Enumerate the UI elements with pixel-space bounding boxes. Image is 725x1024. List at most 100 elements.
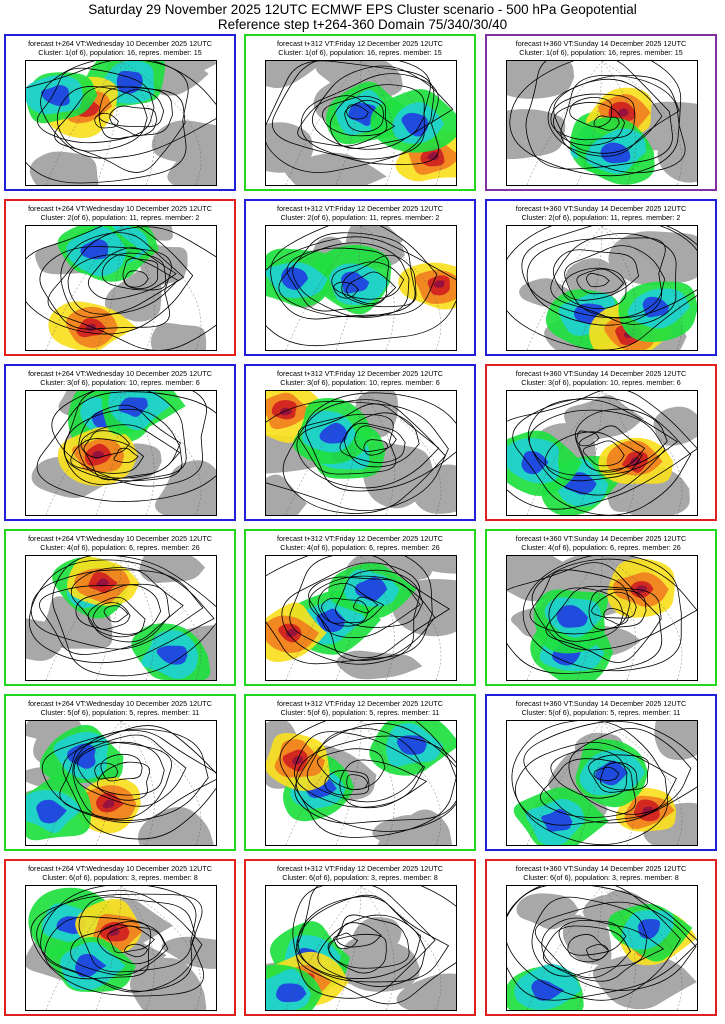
land-mass <box>396 973 456 1010</box>
geopotential-map <box>506 555 698 681</box>
cluster-panel: forecast t+360 VT:Sunday 14 December 202… <box>485 364 717 521</box>
geopotential-contour <box>94 762 119 780</box>
graticule-line <box>576 391 603 515</box>
geopotential-contour <box>266 400 449 511</box>
graticule-line <box>335 391 362 515</box>
geopotential-contour <box>591 591 637 619</box>
geopotential-contour <box>507 562 663 674</box>
geopotential-contour <box>26 226 194 335</box>
geopotential-contour <box>363 439 389 456</box>
geopotential-contour <box>578 425 646 473</box>
positive-anomaly <box>102 799 115 809</box>
cluster-panel: forecast t+360 VT:Sunday 14 December 202… <box>485 529 717 686</box>
land-mass <box>335 951 420 986</box>
page-subtitle: Reference step t+264-360 Domain 75/340/3… <box>217 17 508 32</box>
geopotential-contour <box>266 236 456 347</box>
graticule-line <box>576 721 603 845</box>
land-mass <box>26 618 70 661</box>
geopotential-contour <box>286 247 389 312</box>
geopotential-contour <box>54 85 186 173</box>
geopotential-contour <box>40 886 197 992</box>
geopotential-contour <box>70 567 184 643</box>
geopotential-contour <box>550 233 677 325</box>
geopotential-contour <box>333 932 359 950</box>
geopotential-contour <box>576 268 625 295</box>
geopotential-contour <box>83 430 131 458</box>
geopotential-contour <box>308 576 421 639</box>
geopotential-contour <box>522 556 682 672</box>
map-canvas <box>26 226 216 350</box>
geopotential-contour <box>92 602 131 630</box>
geopotential-contour <box>515 741 677 826</box>
geopotential-map <box>506 885 698 1011</box>
geopotential-contour <box>266 61 435 173</box>
cluster-panel: forecast t+312 VT:Friday 12 December 202… <box>244 364 476 521</box>
geopotential-contour <box>321 597 369 624</box>
map-canvas <box>266 721 456 845</box>
geopotential-contour <box>308 575 436 661</box>
geopotential-contour <box>548 587 624 642</box>
geopotential-contour <box>294 723 456 824</box>
graticule-line <box>95 556 122 680</box>
negative-anomaly <box>156 645 188 665</box>
graticule-line <box>601 61 683 185</box>
graticule-line <box>335 886 362 1010</box>
geopotential-contour <box>295 886 456 1005</box>
graticule-line <box>601 391 683 515</box>
geopotential-contour <box>550 748 628 799</box>
land-mass <box>336 650 423 680</box>
geopotential-map <box>25 720 217 846</box>
cluster-panel: forecast t+264 VT:Wednesday 10 December … <box>4 364 236 521</box>
graticule-line <box>335 61 362 185</box>
panel-cluster-label: Cluster: 3(of 6), population: 10, repres… <box>280 378 440 387</box>
panel-cluster-label: Cluster: 1(of 6), population: 16, repres… <box>278 48 442 57</box>
geopotential-contour <box>603 608 630 625</box>
geopotential-map <box>506 390 698 516</box>
geopotential-contour <box>588 754 650 793</box>
cluster-panel: forecast t+312 VT:Friday 12 December 202… <box>244 859 476 1016</box>
geopotential-contour <box>41 728 209 821</box>
geopotential-contour <box>98 86 173 140</box>
graticule-line <box>576 61 603 185</box>
graticule-line <box>285 556 362 680</box>
geopotential-contour <box>335 569 424 628</box>
map-canvas <box>507 556 697 680</box>
graticule-line <box>120 556 202 680</box>
geopotential-contour <box>567 934 610 963</box>
geopotential-contour <box>278 232 416 318</box>
panel-forecast-label: forecast t+312 VT:Friday 12 December 202… <box>277 39 443 48</box>
graticule-line <box>360 556 395 680</box>
geopotential-contour <box>297 896 450 983</box>
geopotential-map <box>506 60 698 186</box>
geopotential-contour <box>324 770 370 796</box>
panel-forecast-label: forecast t+312 VT:Friday 12 December 202… <box>277 369 443 378</box>
land-mass <box>155 460 216 515</box>
land-mass <box>266 61 322 88</box>
map-canvas <box>266 391 456 515</box>
graticule-line <box>526 886 603 1010</box>
positive-anomaly <box>108 926 120 937</box>
graticule-line <box>45 886 122 1010</box>
cluster-panel: forecast t+264 VT:Wednesday 10 December … <box>4 859 236 1016</box>
geopotential-contour <box>47 226 216 350</box>
graticule-line <box>120 391 202 515</box>
graticule-line <box>45 391 122 515</box>
geopotential-map <box>25 60 217 186</box>
graticule-line <box>120 721 155 845</box>
panel-forecast-label: forecast t+264 VT:Wednesday 10 December … <box>28 534 212 543</box>
geopotential-contour <box>87 247 177 300</box>
geopotential-contour <box>36 889 203 993</box>
positive-anomaly <box>433 280 445 288</box>
geopotential-contour <box>281 562 421 665</box>
cluster-panel: forecast t+360 VT:Sunday 14 December 202… <box>485 34 717 191</box>
graticule-line <box>120 721 202 845</box>
geopotential-contour <box>353 596 379 614</box>
panel-forecast-label: forecast t+360 VT:Sunday 14 December 202… <box>515 699 687 708</box>
panel-cluster-label: Cluster: 2(of 6), population: 11, repres… <box>521 213 681 222</box>
geopotential-contour <box>39 583 170 655</box>
graticule-line <box>335 556 362 680</box>
panel-cluster-label: Cluster: 6(of 6), population: 3, repres.… <box>42 873 198 882</box>
geopotential-contour <box>564 245 666 318</box>
geopotential-contour <box>124 270 149 288</box>
graticule-line <box>601 721 683 845</box>
